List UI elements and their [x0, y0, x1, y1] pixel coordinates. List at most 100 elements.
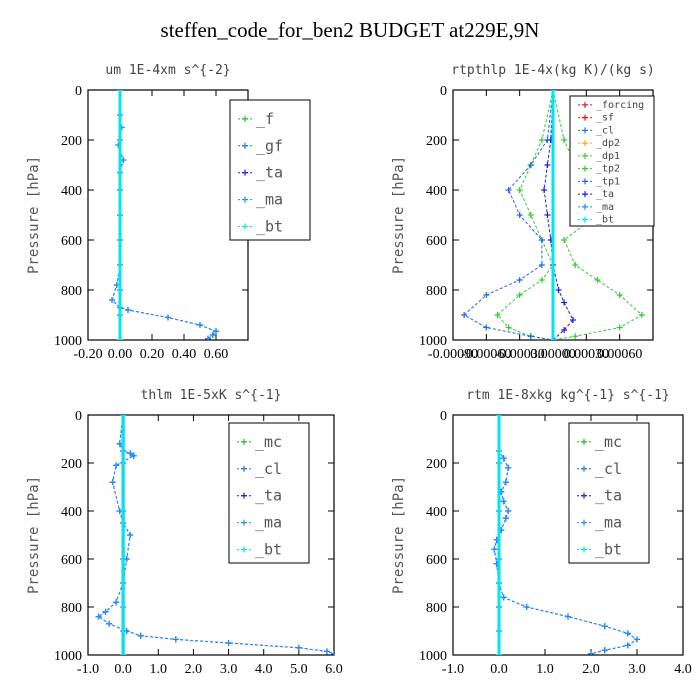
- x-tick-label: -0.00060: [461, 347, 511, 362]
- y-tick-label: 600: [426, 234, 447, 249]
- y-tick-label: 600: [61, 553, 82, 568]
- legend-label: _cl: [595, 460, 622, 478]
- y-tick-label: 0: [75, 409, 82, 424]
- x-tick-label: 0.0: [114, 662, 132, 677]
- x-tick-label: 3.0: [220, 662, 238, 677]
- y-tick-label: 400: [61, 184, 82, 199]
- page-title: steffen_code_for_ben2 BUDGET at229E,9N: [160, 18, 540, 42]
- y-tick-label: 1000: [419, 649, 447, 664]
- x-tick-label: -1.0: [77, 662, 99, 677]
- x-tick-label: -0.20: [73, 347, 102, 362]
- legend-box: [568, 422, 650, 564]
- y-tick-label: 1000: [54, 649, 82, 664]
- y-tick-label: 200: [61, 134, 82, 149]
- y-tick-label: 600: [426, 553, 447, 568]
- series-group: [491, 415, 640, 655]
- plot-title: rtpthlp 1E-4x(kg K)/(kg s): [451, 63, 655, 78]
- x-tick-label: -0.00090: [428, 347, 478, 362]
- y-tick-label: 800: [426, 601, 447, 616]
- x-tick-label: 3.0: [628, 662, 646, 677]
- y-tick-label: 0: [75, 84, 82, 99]
- legend-label: _ma: [596, 202, 614, 213]
- legend-label: _f: [256, 110, 274, 128]
- y-tick-label: 600: [61, 234, 82, 249]
- legend-label: _dp2: [596, 138, 620, 149]
- legend-box: [229, 99, 311, 241]
- x-tick-label: 1.0: [536, 662, 554, 677]
- x-tick-label: 1.0: [150, 662, 168, 677]
- series-line_ta: [543, 90, 574, 340]
- x-tick-label: 0.00060: [597, 347, 643, 362]
- y-axis-label: Pressure [hPa]: [26, 156, 42, 274]
- x-tick-label: 0.00000: [530, 347, 576, 362]
- plot-title: um 1E-4xm s^{-2}: [105, 63, 230, 78]
- x-tick-label: 0.40: [172, 347, 197, 362]
- x-tick-label: 4.0: [255, 662, 273, 677]
- y-tick-label: 400: [61, 505, 82, 520]
- x-tick-label: 2.0: [185, 662, 203, 677]
- x-tick-label: -0.00030: [495, 347, 545, 362]
- y-tick-label: 200: [426, 134, 447, 149]
- y-tick-label: 1000: [54, 334, 82, 349]
- y-axis-label: Pressure [hPa]: [391, 476, 407, 594]
- legend-label: _cl: [596, 125, 614, 136]
- legend-label: _ma: [255, 514, 282, 532]
- x-tick-label: 6.0: [325, 662, 343, 677]
- x-tick-label: 4.0: [674, 662, 692, 677]
- legend-label: _ta: [595, 487, 622, 505]
- plot-rtm: rtm 1E-8xkg kg^{-1} s^{-1} Pressure [hPa]…: [391, 388, 692, 677]
- series-line_tp1: [463, 90, 554, 340]
- x-tick-label: 0.60: [204, 347, 229, 362]
- x-tick-label: 5.0: [290, 662, 308, 677]
- y-tick-label: 400: [426, 505, 447, 520]
- series-group: [109, 90, 219, 340]
- x-tick-label: 0.00030: [564, 347, 610, 362]
- legend-label: _sf: [596, 113, 614, 124]
- x-tick-label: 0.00: [108, 347, 133, 362]
- legend-label: _bt: [595, 541, 622, 559]
- series-group: [95, 415, 334, 655]
- legend-label: _tp2: [596, 164, 620, 175]
- x-tick-label: 0.20: [140, 347, 165, 362]
- y-tick-label: 200: [61, 457, 82, 472]
- legend-label: _mc: [595, 433, 622, 451]
- x-tick-label: 0.0: [490, 662, 508, 677]
- y-tick-label: 0: [440, 409, 447, 424]
- legend-label: _mc: [255, 433, 282, 451]
- y-axis-label: Pressure [hPa]: [26, 476, 42, 594]
- legend-label: _tp1: [596, 176, 620, 187]
- y-tick-label: 200: [426, 457, 447, 472]
- x-tick-label: 2.0: [582, 662, 600, 677]
- y-tick-label: 1000: [419, 334, 447, 349]
- y-tick-label: 0: [440, 84, 447, 99]
- legend-label: _bt: [255, 541, 282, 559]
- x-tick-label: -1.0: [442, 662, 464, 677]
- legend-box: [228, 422, 310, 564]
- legend-label: _ta: [256, 164, 283, 182]
- legend-label: _ma: [256, 191, 283, 209]
- legend-label: _ta: [255, 487, 282, 505]
- y-tick-label: 800: [61, 601, 82, 616]
- legend-label: _dp1: [596, 151, 620, 162]
- legend-label: _bt: [596, 215, 614, 226]
- legend-label: _bt: [256, 218, 283, 236]
- plot-title: thlm 1E-5xK s^{-1}: [141, 388, 282, 403]
- plot-thlm: thlm 1E-5xK s^{-1} Pressure [hPa] 0 200 400 6…: [26, 388, 343, 677]
- y-tick-label: 800: [426, 284, 447, 299]
- plot-um: um 1E-4xm s^{-2} Pressure [hPa] 0 200 400 600…: [26, 63, 311, 362]
- legend-label: _forcing: [596, 100, 644, 111]
- series-line_ta: [111, 90, 217, 340]
- plot-rtpthlp: rtpthlp 1E-4x(kg K)/(kg s) Pressure [hPa]…: [391, 63, 655, 362]
- legend-label: _ta: [596, 189, 614, 200]
- series-group: [461, 90, 645, 340]
- plot-title: rtm 1E-8xkg kg^{-1} s^{-1}: [466, 388, 670, 403]
- legend-label: _cl: [255, 460, 282, 478]
- plot-frame: [452, 414, 684, 656]
- legend-label: _ma: [595, 514, 622, 532]
- y-axis-label: Pressure [hPa]: [391, 156, 407, 274]
- y-tick-label: 400: [426, 184, 447, 199]
- series-line_ma: [111, 90, 217, 340]
- legend-label: _gf: [256, 137, 283, 155]
- y-tick-label: 800: [61, 284, 82, 299]
